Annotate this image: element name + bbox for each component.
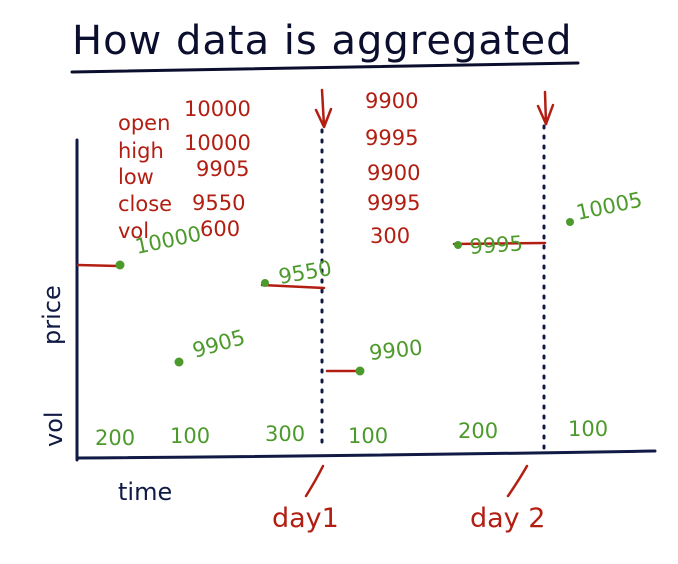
volume-label: 200 [95, 426, 135, 450]
close-level-line [260, 283, 326, 290]
day2-low-value: 9900 [367, 161, 420, 185]
stat-label-high: high [118, 139, 164, 163]
point-label: 9900 [368, 336, 424, 365]
diagram-title: How data is aggregated [72, 18, 573, 64]
day2-high-value: 9995 [365, 126, 418, 150]
trade-point [355, 366, 365, 376]
volume-label: 100 [170, 424, 210, 448]
stat-label-vol: vol [118, 219, 149, 243]
trade-point [261, 279, 269, 287]
x-axis [75, 449, 657, 460]
day1-tick-mark [304, 464, 325, 498]
volume-label: 300 [265, 422, 305, 446]
day2-open-value: 9900 [365, 89, 418, 113]
x-axis-label-time: time [118, 478, 172, 506]
trade-points [115, 218, 574, 376]
day1-label: day1 [272, 503, 339, 534]
point-label: 9905 [190, 325, 248, 363]
day1-vol-value: 600 [200, 217, 240, 241]
trade-point-labels: 10000 9905 9550 9900 9995 10005 [133, 188, 644, 365]
day2-close-level-line [452, 241, 547, 246]
trade-point [174, 357, 184, 367]
volume-labels: 200 100 300 100 200 100 [95, 417, 608, 450]
open-level-line [76, 263, 120, 268]
y-axis-label-vol: vol [40, 411, 68, 447]
y-axis-label-price: price [38, 285, 66, 345]
day2-vol-value: 300 [370, 224, 410, 248]
trade-point [566, 218, 574, 226]
point-label: 9995 [469, 231, 524, 259]
day2-close-value: 9995 [367, 191, 420, 215]
title-underline [70, 61, 580, 74]
day1-high-value: 10000 [184, 131, 251, 155]
day2-label: day 2 [470, 503, 545, 534]
volume-label: 200 [458, 419, 498, 443]
day1-open-value: 10000 [184, 97, 251, 121]
day1-close-value: 9550 [192, 191, 245, 215]
trade-point [454, 241, 462, 249]
stat-label-low: low [118, 165, 154, 189]
point-label: 9550 [277, 256, 334, 289]
day1-stat-values: 10000 10000 9905 9550 600 [184, 97, 251, 241]
day1-low-value: 9905 [196, 157, 249, 181]
day2-tick-mark [506, 464, 529, 498]
day2-stat-values: 9900 9995 9900 9995 300 [365, 89, 420, 248]
day1-arrow-icon [314, 88, 333, 129]
point-label: 10005 [574, 188, 644, 225]
stat-label-open: open [118, 111, 170, 135]
volume-label: 100 [568, 417, 608, 441]
price-level-lines [76, 241, 547, 373]
day1-stat-labels: open high low close vol [118, 111, 172, 243]
day2-arrow-icon [536, 90, 555, 126]
stat-label-close: close [118, 192, 172, 216]
volume-label: 100 [348, 424, 388, 448]
trade-point [115, 260, 125, 270]
